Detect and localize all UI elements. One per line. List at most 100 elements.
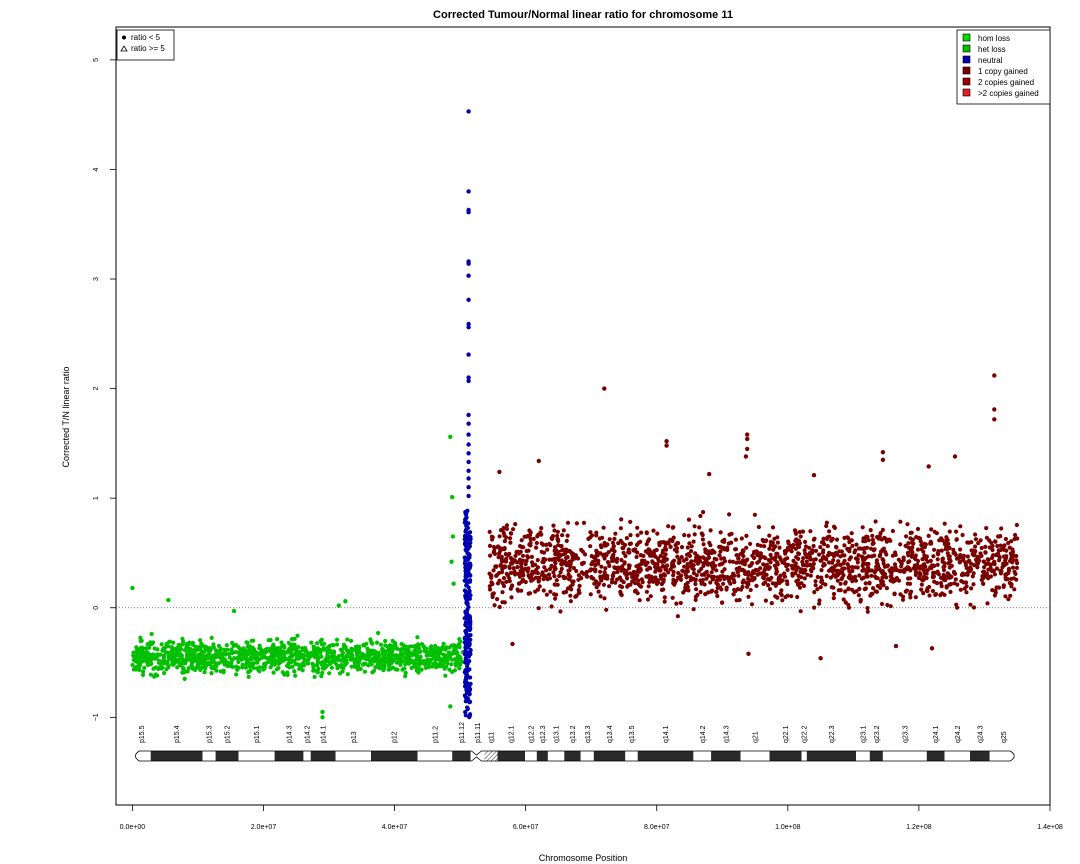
data-point: [373, 649, 378, 654]
data-point: [290, 664, 295, 669]
data-point: [707, 549, 712, 554]
data-point: [658, 573, 663, 578]
data-point: [355, 654, 360, 659]
data-point: [161, 658, 167, 663]
data-point: [658, 553, 663, 559]
data-point: [203, 646, 208, 651]
data-point: [457, 666, 462, 671]
data-point: [213, 648, 218, 653]
data-point: [527, 528, 532, 533]
data-point: [898, 519, 903, 524]
data-point: [808, 529, 813, 534]
data-point: [688, 578, 693, 583]
band-q13-2: [564, 751, 581, 761]
data-point: [523, 566, 528, 571]
data-point: [552, 528, 557, 533]
data-point: [838, 581, 843, 586]
data-point: [993, 539, 998, 544]
data-point: [329, 659, 334, 664]
data-point: [589, 554, 594, 559]
data-point: [951, 547, 956, 553]
data-point: [513, 522, 518, 527]
data-point: [969, 561, 974, 566]
data-point: [547, 566, 553, 572]
data-point: [700, 578, 705, 583]
data-point: [834, 545, 839, 550]
data-point: [370, 641, 375, 646]
data-point: [881, 558, 886, 563]
data-point: [755, 553, 760, 558]
band-label: q14.2: [700, 725, 707, 743]
data-point: [984, 526, 989, 531]
outlier-point: [466, 375, 471, 380]
data-point: [362, 669, 367, 674]
data-point: [869, 573, 874, 578]
data-point: [936, 552, 941, 557]
data-point: [733, 588, 738, 594]
data-point: [906, 553, 911, 558]
data-point: [509, 561, 514, 566]
data-point: [520, 577, 526, 583]
data-point: [522, 534, 527, 539]
data-point: [656, 556, 661, 561]
data-point: [627, 541, 632, 547]
data-point: [557, 573, 562, 579]
data-point: [360, 655, 365, 660]
band-label: q25: [1001, 731, 1008, 743]
data-point: [809, 569, 814, 574]
data-point: [674, 546, 680, 551]
data-point: [408, 658, 413, 663]
data-point: [531, 536, 536, 542]
band-label: q13.2: [570, 725, 577, 743]
data-point: [406, 661, 411, 666]
data-point: [529, 573, 534, 578]
outlier-point: [448, 704, 453, 709]
data-point: [565, 520, 571, 525]
data-point: [568, 593, 573, 598]
data-point: [912, 563, 918, 568]
data-point: [610, 558, 615, 564]
data-point: [917, 570, 922, 576]
data-point: [850, 543, 855, 549]
data-point: [568, 584, 573, 589]
data-point: [671, 577, 676, 583]
data-point: [709, 570, 714, 575]
data-point: [955, 582, 960, 587]
data-point: [779, 592, 784, 598]
data-point: [339, 652, 345, 658]
data-point: [519, 538, 524, 543]
data-point: [639, 530, 644, 535]
data-point: [836, 588, 841, 593]
data-point: [438, 659, 444, 664]
data-point: [831, 554, 837, 559]
data-point: [536, 606, 541, 611]
data-point: [958, 524, 963, 529]
data-point: [138, 635, 143, 640]
data-point: [515, 565, 520, 570]
data-point: [218, 651, 223, 657]
data-point: [424, 646, 429, 652]
band-q14-3: [711, 751, 741, 761]
data-point: [670, 595, 675, 600]
data-point: [463, 577, 469, 582]
outlier-point: [992, 373, 997, 378]
data-point: [253, 655, 258, 660]
data-point: [542, 565, 547, 570]
data-point: [973, 537, 979, 542]
data-point: [535, 558, 540, 563]
data-point: [518, 561, 524, 566]
data-point: [657, 568, 662, 573]
data-point: [748, 587, 753, 593]
data-point: [793, 546, 799, 551]
data-point: [199, 641, 204, 646]
data-point: [946, 573, 951, 578]
data-point: [933, 592, 938, 598]
data-point: [961, 553, 967, 559]
data-point: [399, 647, 404, 652]
data-point: [182, 670, 187, 675]
data-point: [453, 661, 458, 666]
data-point: [383, 643, 388, 648]
data-point: [893, 552, 898, 558]
data-point: [802, 568, 807, 573]
data-point: [850, 579, 855, 584]
